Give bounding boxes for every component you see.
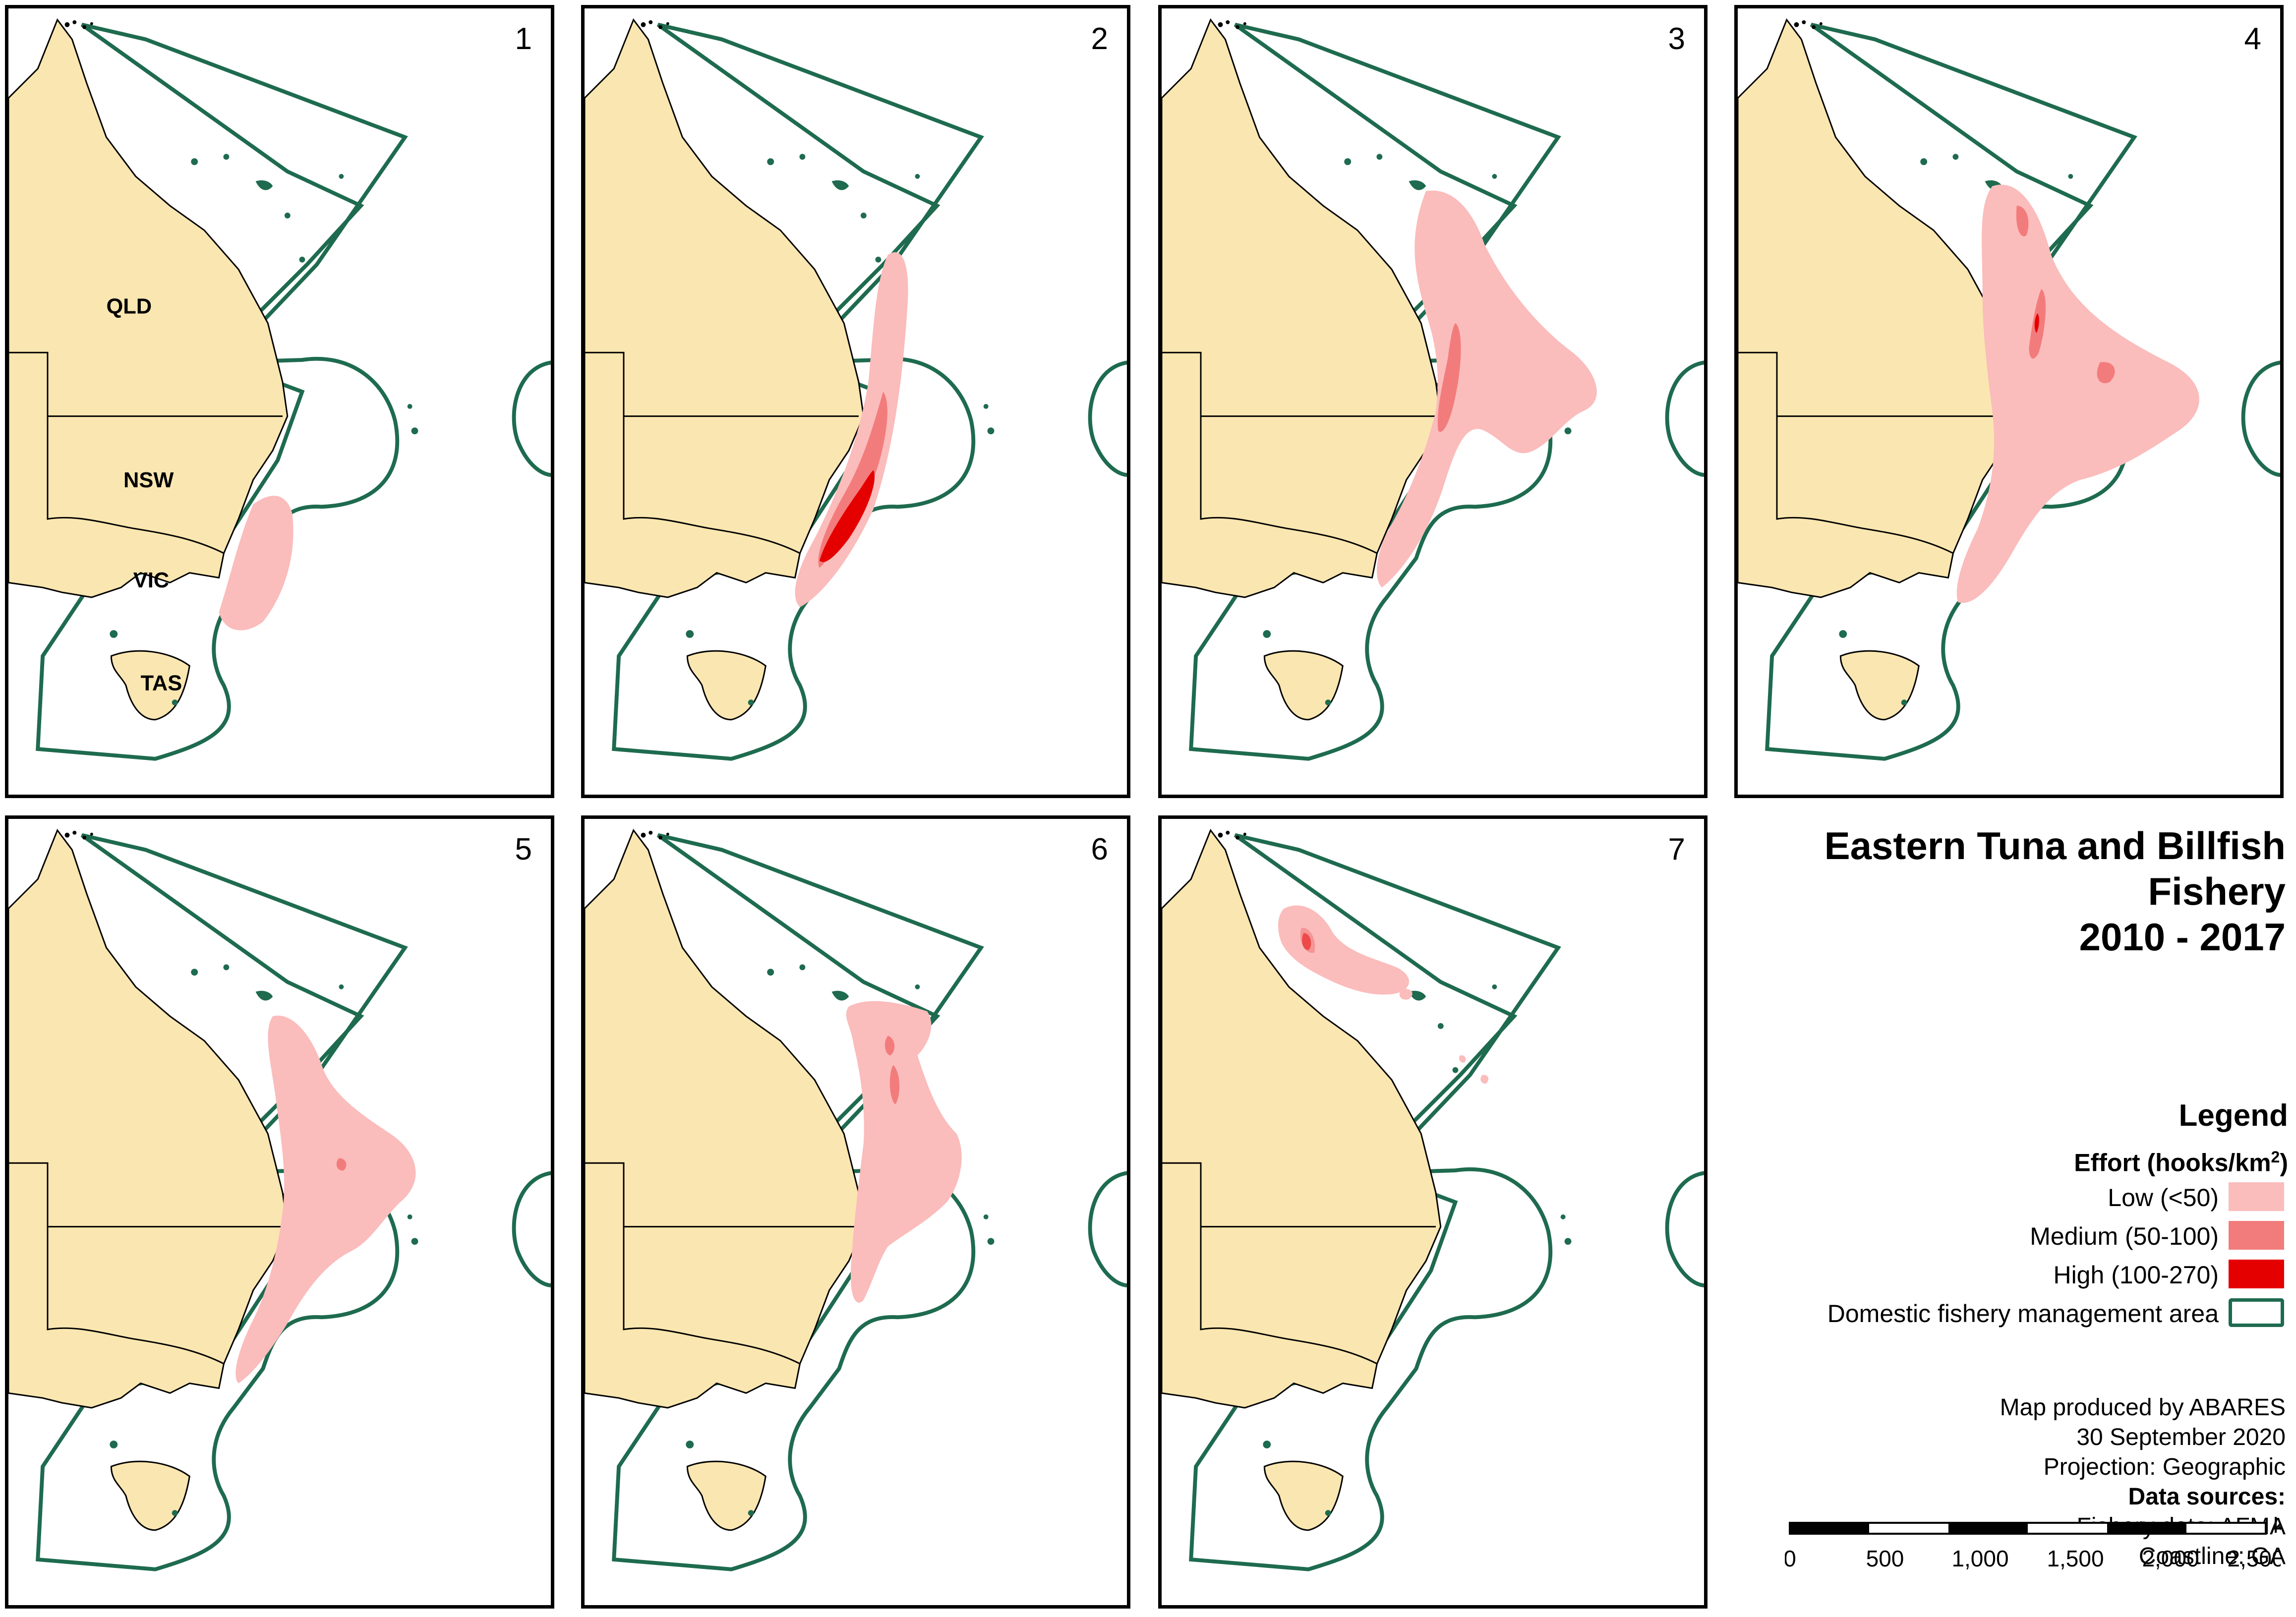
legend-item-label: Low (<50) <box>2108 1183 2219 1212</box>
state-label-qld: QLD <box>106 294 152 318</box>
scale-bar: km 0 500 1,000 1,500 2,000 2,500 <box>1785 1517 2281 1571</box>
map-panel-2: 2 <box>581 5 1130 798</box>
legend-effort-title: Effort (hooks/km2) <box>1725 1148 2288 1177</box>
title-line-1: Eastern Tuna and Billfish <box>1824 824 2286 867</box>
map-panel-4: 4 <box>1734 5 2284 798</box>
legend-swatch-low <box>2229 1182 2284 1211</box>
map-7 <box>1162 819 1704 1605</box>
panel-number: 7 <box>1668 832 1685 866</box>
title-line-3: 2010 - 2017 <box>2079 915 2286 959</box>
scale-unit: km <box>2273 1517 2281 1538</box>
map-5 <box>8 819 551 1605</box>
scale-tick: 2,000 <box>2142 1546 2199 1571</box>
map-3 <box>1162 8 1704 795</box>
legend-swatch-high <box>2229 1259 2284 1288</box>
effort-area <box>846 1001 962 1303</box>
legend-item-low: Low (<50) <box>1725 1177 2288 1216</box>
state-label-vic: VIC <box>133 569 169 592</box>
effort-low-area <box>219 496 294 631</box>
scale-tick: 1,000 <box>1951 1546 2008 1571</box>
panel-number: 4 <box>2244 22 2261 56</box>
scale-seg <box>2107 1523 2186 1534</box>
effort-title-sup: 2 <box>2271 1148 2280 1166</box>
scale-tick: 1,500 <box>2047 1546 2104 1571</box>
panel-number: 1 <box>515 22 532 56</box>
legend-item-area: Domestic fishery management area <box>1725 1293 2288 1332</box>
map-panel-1: QLD NSW VIC TAS 1 <box>5 5 554 798</box>
legend-item-label: High (100-270) <box>2053 1261 2219 1289</box>
effort-title-close: ) <box>2280 1149 2288 1177</box>
legend-item-label: Domestic fishery management area <box>1827 1299 2219 1328</box>
scale-tick: 500 <box>1866 1546 1904 1571</box>
map-4 <box>1738 8 2280 795</box>
legend: Legend Effort (hooks/km2) Low (<50) Medi… <box>1725 1098 2288 1332</box>
scale-tick: 0 <box>1785 1546 1796 1571</box>
state-label-tas: TAS <box>141 672 182 695</box>
credit-line: Map produced by ABARES <box>2000 1394 2286 1421</box>
panel-number: 2 <box>1091 22 1108 56</box>
legend-heading: Legend <box>2178 1098 2288 1133</box>
map-panel-7: 7 <box>1158 815 1707 1609</box>
title-line-2: Fishery <box>2148 869 2286 913</box>
legend-item-medium: Medium (50-100) <box>1725 1216 2288 1255</box>
effort-area <box>795 252 908 607</box>
scale-seg <box>1790 1523 1869 1534</box>
map-2 <box>585 8 1127 795</box>
legend-item-label: Medium (50-100) <box>2030 1222 2219 1250</box>
map-panel-3: 3 <box>1158 5 1707 798</box>
legend-item-high: High (100-270) <box>1725 1255 2288 1293</box>
legend-swatch-area <box>2229 1298 2284 1327</box>
map-panel-6: 6 <box>581 815 1130 1609</box>
credit-heading: Data sources: <box>2128 1484 2286 1510</box>
panel-number: 6 <box>1091 832 1108 866</box>
map-6 <box>585 819 1127 1605</box>
effort-title-text: Effort (hooks/km <box>2074 1149 2271 1177</box>
effort-area <box>1377 190 1597 588</box>
effort-area <box>1956 184 2199 603</box>
scale-seg <box>1948 1523 2028 1534</box>
panel-number: 3 <box>1668 22 1685 56</box>
credit-line: Coastline: GA <box>2138 1543 2286 1569</box>
effort-area <box>1278 905 1489 1084</box>
effort-area <box>235 1015 416 1384</box>
map-panel-5: 5 <box>5 815 554 1609</box>
map-title: Eastern Tuna and Billfish Fishery 2010 -… <box>1725 823 2286 960</box>
state-label-nsw: NSW <box>123 468 174 492</box>
panel-number: 5 <box>515 832 532 866</box>
map-1: QLD NSW VIC TAS <box>8 8 551 795</box>
scale-tick: 2,500 <box>2227 1546 2281 1571</box>
legend-swatch-medium <box>2229 1220 2284 1250</box>
credit-line: 30 September 2020 <box>2076 1424 2286 1450</box>
credit-line: Projection: Geographic <box>2043 1454 2286 1480</box>
